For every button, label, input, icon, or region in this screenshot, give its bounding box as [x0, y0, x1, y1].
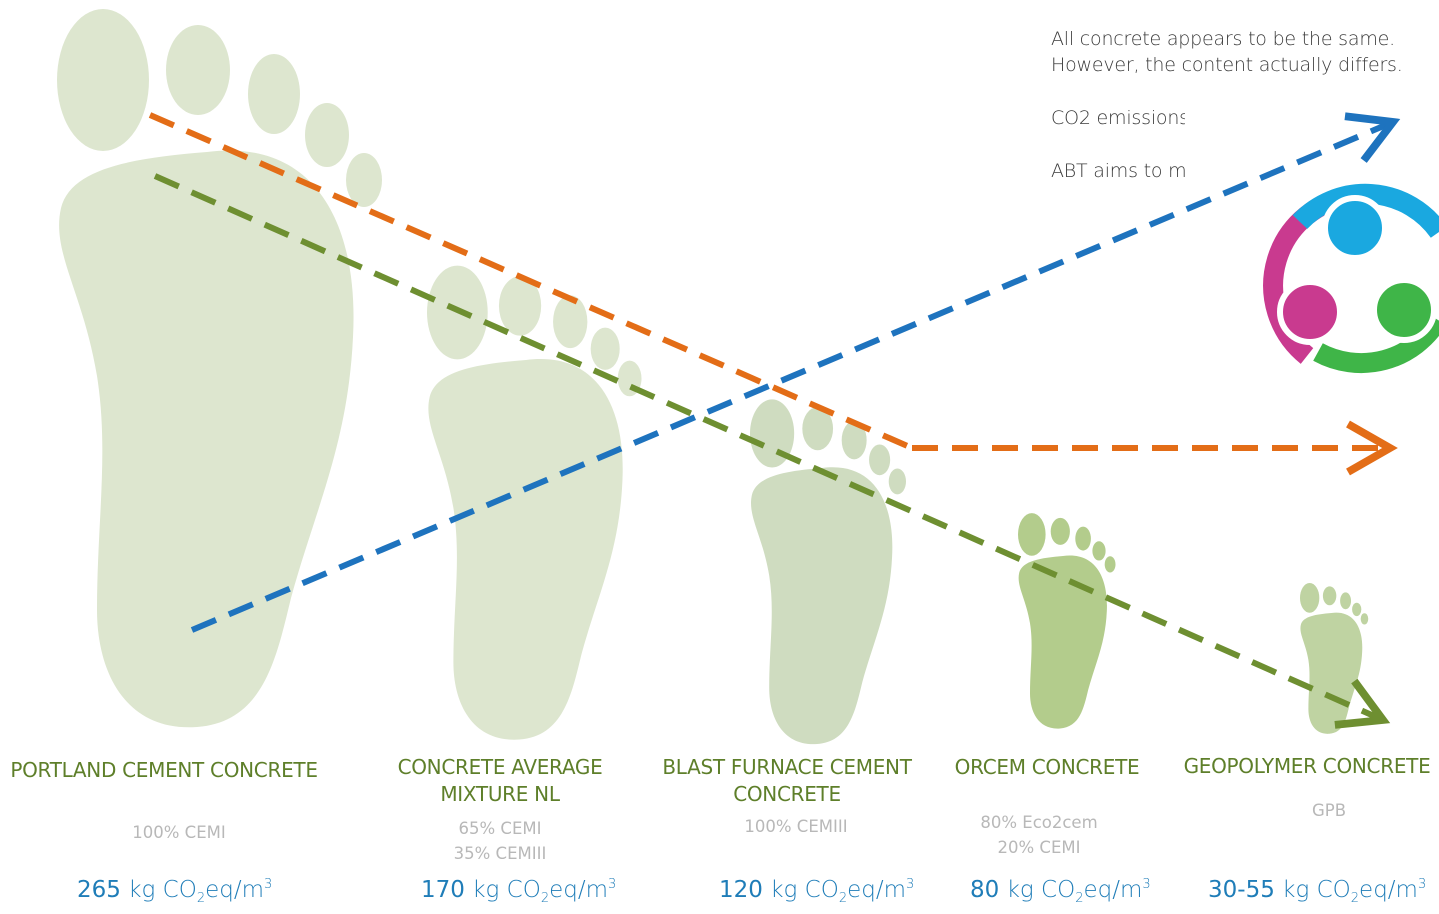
- dashed-arrow-blue: [190, 112, 1401, 633]
- product-composition: 80% Eco2cem 20% CEMI: [980, 813, 1098, 857]
- dashed-arrow-green: [153, 173, 1391, 729]
- product-name: GEOPOLYMER CONCRETE: [1183, 754, 1431, 778]
- footprint-orcem: [1018, 513, 1116, 729]
- intro-text: All concrete appears to be the same. How…: [1051, 26, 1439, 276]
- footprint-portland: [57, 9, 382, 728]
- product-emission-value: 30-55 kg CO2eq/m3: [1208, 877, 1427, 906]
- company-logo: [1263, 183, 1439, 374]
- product-emission-value: 80 kg CO2eq/m3: [970, 877, 1151, 906]
- product-composition: 65% CEMI 35% CEMIII: [453, 819, 547, 863]
- product-composition: 100% CEMI: [132, 823, 226, 842]
- product-name: ORCEM CONCRETE: [954, 755, 1140, 779]
- product-emission-value: 120 kg CO2eq/m3: [719, 877, 915, 906]
- product-name: CONCRETE AVERAGE MIXTURE NL: [397, 755, 603, 806]
- intro-paragraph-1: All concrete appears to be the same. How…: [1051, 28, 1403, 76]
- intro-paragraph-2: CO2 emissions appropriate mi: [1051, 107, 1185, 129]
- intro-paragraph-3: ABT aims to mi impact of build guidance …: [1051, 160, 1185, 182]
- footprint-average-mixture: [427, 265, 642, 740]
- product-emission-value: 170 kg CO2eq/m3: [421, 877, 617, 906]
- product-emission-value: 265 kg CO2eq/m3: [77, 877, 273, 906]
- product-composition: 100% CEMIII: [744, 817, 848, 836]
- dashed-arrow-orange: [148, 112, 1398, 476]
- product-composition: GPB: [1311, 801, 1347, 820]
- footprint-geopolymer: [1300, 582, 1369, 734]
- footprint-blast-furnace: [750, 399, 906, 745]
- product-name: BLAST FURNACE CEMENT CONCRETE: [662, 755, 912, 806]
- product-name: PORTLAND CEMENT CONCRETE: [10, 758, 318, 782]
